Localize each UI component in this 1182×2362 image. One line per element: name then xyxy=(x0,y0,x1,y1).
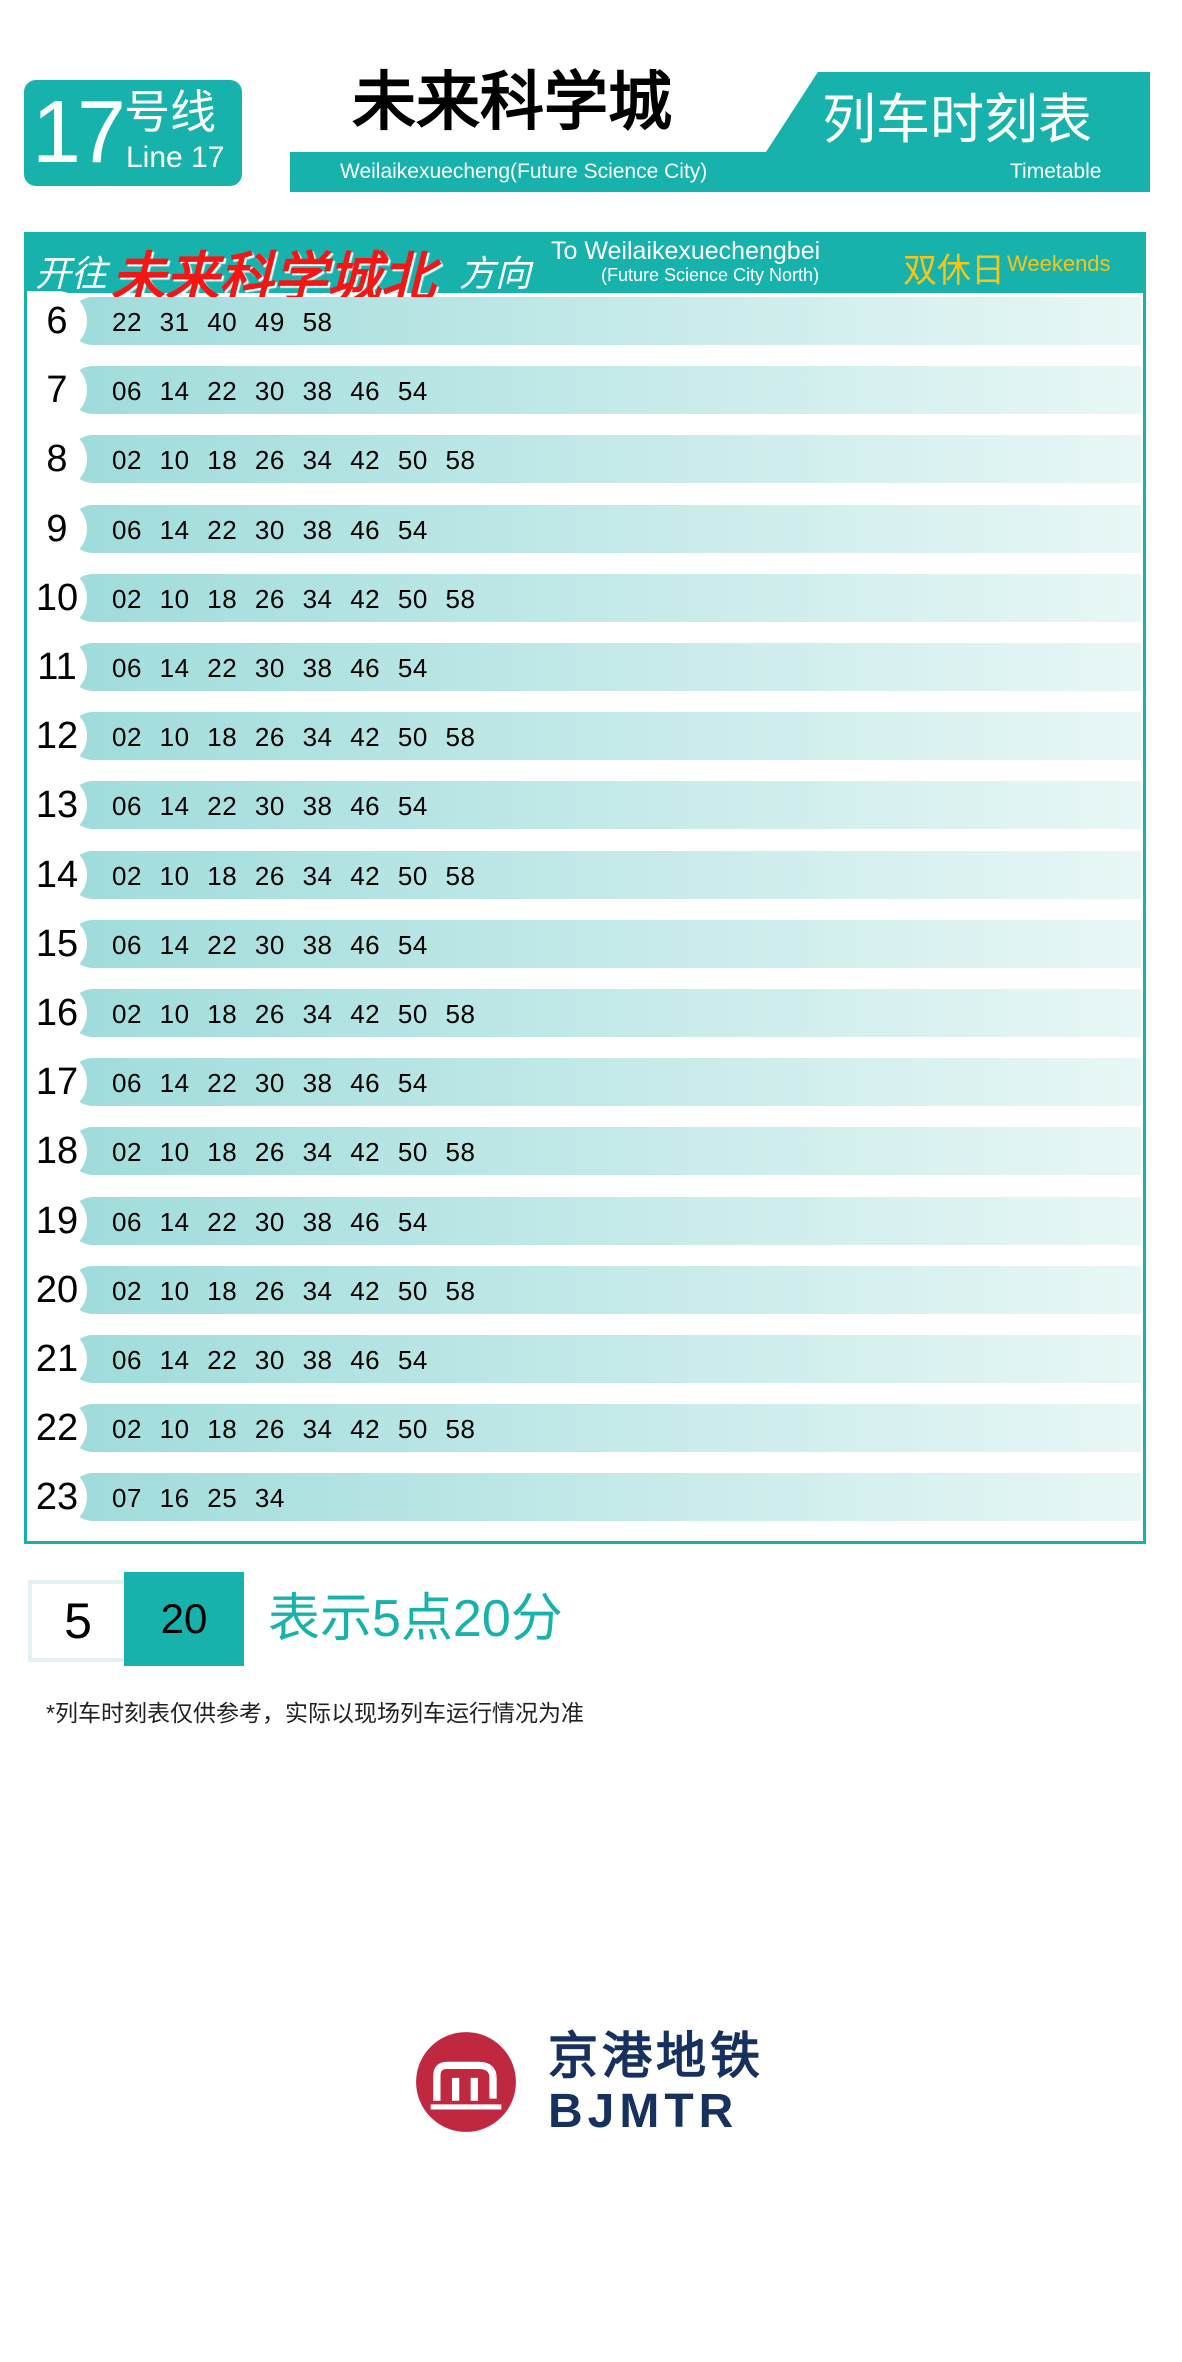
row-bar xyxy=(69,781,1141,830)
destination-en-sub: (Future Science City North) xyxy=(601,265,820,285)
row-bar xyxy=(69,1196,1141,1245)
bjmtr-logo-icon xyxy=(416,2032,516,2132)
schedule-row: 16 02 10 18 26 34 42 50 58 xyxy=(27,983,1142,1043)
direction-suffix: 方向 xyxy=(459,253,532,294)
hour-label: 6 xyxy=(27,291,87,351)
schedule-row: 19 06 14 22 30 38 46 54 xyxy=(27,1190,1142,1251)
row-bar xyxy=(69,989,1141,1037)
schedule-row: 18 02 10 18 26 34 42 50 58 xyxy=(27,1121,1142,1182)
hour-label: 10 xyxy=(27,567,87,628)
schedule-row: 23 07 16 25 34 xyxy=(27,1467,1142,1528)
line-label-cn: 号线 xyxy=(124,86,216,138)
row-bar xyxy=(69,1058,1141,1107)
schedule-row: 13 06 14 22 30 38 46 54 xyxy=(27,775,1142,836)
schedule-row: 17 06 14 22 30 38 46 54 xyxy=(27,1052,1142,1113)
station-name: 未来科学城 xyxy=(352,66,672,138)
station-name-en: Weilaikexuecheng(Future Science City) xyxy=(340,160,708,183)
legend-minute-box: 20 xyxy=(124,1572,244,1666)
schedule-row: 9 06 14 22 30 38 46 54 xyxy=(27,498,1142,559)
minutes-list: 02 10 18 26 34 42 50 58 xyxy=(112,722,476,753)
minutes-list: 22 31 40 49 58 xyxy=(112,307,333,337)
hour-label: 21 xyxy=(27,1329,87,1389)
row-bar xyxy=(69,297,1141,345)
row-bar xyxy=(69,366,1141,415)
logo-text-en: BJMTR xyxy=(548,2085,739,2138)
schedule-row: 22 02 10 18 26 34 42 50 58 xyxy=(27,1398,1142,1459)
hour-label: 7 xyxy=(27,360,87,421)
hour-label: 11 xyxy=(27,637,87,697)
row-bar xyxy=(69,1404,1141,1453)
timetable-panel: 开往 未来科学城北 方向 To Weilaikexuechengbei (Fut… xyxy=(24,232,1146,1544)
destination-en: To Weilaikexuechengbei xyxy=(551,237,821,265)
row-bar xyxy=(69,1335,1141,1383)
direction-header: 开往 未来科学城北 方向 To Weilaikexuechengbei (Fut… xyxy=(27,235,1143,308)
minutes-list: 06 14 22 30 38 46 54 xyxy=(112,1345,428,1375)
minutes-list: 02 10 18 26 34 42 50 58 xyxy=(112,1137,476,1168)
line-label-en: Line 17 xyxy=(126,141,225,174)
schedule-row: 12 02 10 18 26 34 42 50 58 xyxy=(27,706,1142,767)
hour-label: 17 xyxy=(27,1052,87,1113)
row-bar xyxy=(69,643,1141,691)
hour-label: 9 xyxy=(27,498,87,559)
disclaimer-note: *列车时刻表仅供参考，实际以现场列车运行情况为准 xyxy=(46,1700,584,1726)
schedule-row: 7 06 14 22 30 38 46 54 xyxy=(27,360,1142,421)
minutes-list: 07 16 25 34 xyxy=(112,1483,285,1514)
schedule-row: 11 06 14 22 30 38 46 54 xyxy=(27,637,1142,697)
schedule-row: 15 06 14 22 30 38 46 54 xyxy=(27,913,1142,974)
schedule-row: 6 22 31 40 49 58 xyxy=(27,291,1142,351)
schedule-row: 8 02 10 18 26 34 42 50 58 xyxy=(27,429,1142,490)
minutes-list: 02 10 18 26 34 42 50 58 xyxy=(112,1414,476,1445)
hour-label: 18 xyxy=(27,1121,87,1182)
schedule-row: 14 02 10 18 26 34 42 50 58 xyxy=(27,844,1142,905)
minutes-list: 06 14 22 30 38 46 54 xyxy=(112,653,428,683)
schedule-row: 21 06 14 22 30 38 46 54 xyxy=(27,1329,1142,1389)
timetable-title-en: Timetable xyxy=(1010,160,1102,183)
legend-text: 表示5点20分 xyxy=(268,1590,563,1648)
minutes-list: 02 10 18 26 34 42 50 58 xyxy=(112,583,476,614)
hour-label: 15 xyxy=(27,913,87,974)
minutes-list: 06 14 22 30 38 46 54 xyxy=(112,791,428,822)
hour-label: 20 xyxy=(27,1259,87,1320)
minutes-list: 02 10 18 26 34 42 50 58 xyxy=(112,999,476,1029)
minutes-list: 02 10 18 26 34 42 50 58 xyxy=(112,445,476,476)
hour-label: 22 xyxy=(27,1398,87,1459)
hour-label: 23 xyxy=(27,1467,87,1528)
row-bar xyxy=(69,504,1141,553)
minutes-list: 02 10 18 26 34 42 50 58 xyxy=(112,860,476,891)
hour-label: 19 xyxy=(27,1190,87,1251)
header-bar-slant xyxy=(740,72,1150,192)
hour-label: 12 xyxy=(27,706,87,767)
row-bar xyxy=(69,712,1141,761)
hour-label: 8 xyxy=(27,429,87,490)
hour-label: 16 xyxy=(27,983,87,1043)
row-bar xyxy=(69,1265,1141,1314)
minutes-list: 06 14 22 30 38 46 54 xyxy=(112,1068,428,1099)
minutes-list: 06 14 22 30 38 46 54 xyxy=(112,514,428,545)
row-bar xyxy=(69,1127,1141,1176)
line-number: 17 xyxy=(32,82,126,181)
line-badge: 17 号线 Line 17 xyxy=(24,80,242,186)
timetable-title: 列车时刻表 xyxy=(822,90,1092,150)
hour-label: 14 xyxy=(27,844,87,905)
minutes-list: 06 14 22 30 38 46 54 xyxy=(112,929,428,960)
row-bar xyxy=(69,919,1141,968)
direction-prefix: 开往 xyxy=(35,253,108,294)
row-bar xyxy=(69,850,1141,899)
logo-text-cn: 京港地铁 xyxy=(548,2028,764,2084)
row-bar xyxy=(69,435,1141,484)
schedule-row: 20 02 10 18 26 34 42 50 58 xyxy=(27,1259,1142,1320)
day-type-cn: 双休日 xyxy=(903,252,1005,290)
row-bar xyxy=(69,1473,1141,1522)
legend-hour-box: 5 xyxy=(28,1580,128,1662)
hour-label: 13 xyxy=(27,775,87,836)
day-type-en: Weekends xyxy=(1007,251,1111,276)
minutes-list: 06 14 22 30 38 46 54 xyxy=(112,376,428,407)
row-bar xyxy=(69,573,1141,622)
schedule-row: 10 02 10 18 26 34 42 50 58 xyxy=(27,567,1142,628)
minutes-list: 06 14 22 30 38 46 54 xyxy=(112,1206,428,1237)
minutes-list: 02 10 18 26 34 42 50 58 xyxy=(112,1275,476,1306)
